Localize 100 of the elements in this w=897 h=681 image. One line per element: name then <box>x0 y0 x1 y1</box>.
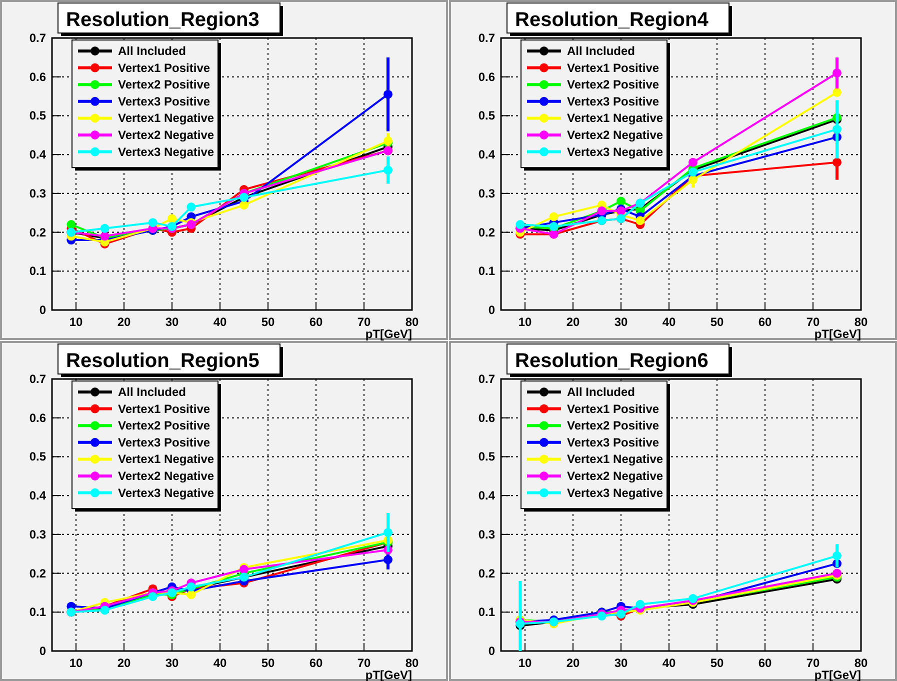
y-tick-label: 0.5 <box>29 108 46 123</box>
point <box>832 551 842 560</box>
x-tick-label: 20 <box>566 656 580 670</box>
x-tick-label: 30 <box>165 656 179 670</box>
point <box>100 224 110 233</box>
legend-label: Vertex3 Positive <box>118 435 210 450</box>
legend-label: Vertex2 Negative <box>118 128 214 142</box>
x-axis-title: pT[GeV] <box>365 327 412 341</box>
chart-title: Resolution_Region5 <box>66 350 260 372</box>
y-tick-label: 0.7 <box>29 31 46 45</box>
y-tick-label: 0.3 <box>478 527 496 542</box>
legend-label: Vertex2 Positive <box>567 418 660 433</box>
legend-label: All Included <box>567 44 636 58</box>
y-tick-label: 0.1 <box>29 264 46 278</box>
legend-label: All Included <box>118 44 186 58</box>
x-tick-label: 60 <box>309 315 323 329</box>
y-tick-label: 0.3 <box>29 527 46 542</box>
x-tick-label: 50 <box>261 656 275 670</box>
x-tick-label: 80 <box>405 315 419 329</box>
y-tick-label: 0.4 <box>478 148 496 162</box>
legend-label: Vertex3 Negative <box>118 486 214 500</box>
legend-label: Vertex1 Negative <box>118 452 214 466</box>
x-tick-label: 70 <box>357 315 371 329</box>
x-tick-label: 10 <box>69 656 83 670</box>
x-tick-label: 30 <box>614 315 628 329</box>
point <box>186 202 196 212</box>
legend-label: Vertex2 Positive <box>567 78 660 92</box>
legend-label: Vertex3 Positive <box>567 435 660 450</box>
x-tick-label: 30 <box>165 315 179 329</box>
point <box>616 196 626 206</box>
y-tick-label: 0.7 <box>29 372 46 386</box>
y-tick-label: 0.2 <box>478 225 496 240</box>
x-tick-label: 20 <box>117 315 131 329</box>
point <box>186 590 196 600</box>
y-tick-label: 0.2 <box>478 566 496 580</box>
legend-label: Vertex1 Positive <box>118 402 210 416</box>
x-tick-label: 40 <box>213 656 227 670</box>
y-tick-label: 0.7 <box>478 31 496 45</box>
chart-title: Resolution_Region6 <box>515 350 708 372</box>
legend-label: Vertex3 Negative <box>118 144 214 159</box>
point <box>832 88 842 97</box>
point <box>148 218 158 228</box>
legend-label: Vertex3 Negative <box>567 144 664 159</box>
y-tick-label: 0.4 <box>29 488 46 503</box>
x-tick-label: 40 <box>213 315 227 329</box>
y-tick-label: 0.6 <box>478 70 496 84</box>
y-tick-label: 0.6 <box>29 70 46 84</box>
point <box>636 216 645 226</box>
y-tick-label: 0.1 <box>29 605 46 620</box>
x-tick-label: 20 <box>566 315 580 329</box>
point <box>636 600 645 609</box>
y-tick-label: 0.3 <box>478 186 496 200</box>
x-tick-label: 70 <box>806 656 820 670</box>
legend-label: Vertex1 Positive <box>118 60 210 75</box>
x-tick-label: 40 <box>662 315 676 329</box>
y-tick-label: 0.3 <box>29 186 46 200</box>
y-tick-label: 0.1 <box>478 605 496 620</box>
x-tick-label: 40 <box>662 656 676 670</box>
y-tick-label: 0.5 <box>478 108 496 123</box>
legend-label: Vertex2 Negative <box>118 469 214 483</box>
chart-title: Resolution_Region3 <box>66 9 260 31</box>
y-tick-label: 0.4 <box>29 148 46 162</box>
x-tick-label: 10 <box>518 315 532 329</box>
legend-label: Vertex2 Positive <box>118 418 210 433</box>
point <box>384 90 392 99</box>
point <box>688 175 698 184</box>
point <box>832 68 842 78</box>
x-tick-label: 10 <box>518 656 532 670</box>
point <box>549 212 558 222</box>
legend-label: Vertex3 Positive <box>118 94 210 108</box>
y-tick-label: 0.5 <box>478 450 496 464</box>
x-tick-label: 60 <box>758 315 772 329</box>
y-tick-label: 0.1 <box>478 264 496 278</box>
y-tick-label: 0.6 <box>478 410 496 425</box>
point <box>384 555 392 564</box>
x-tick-label: 80 <box>854 315 868 329</box>
point <box>832 158 842 167</box>
point <box>688 158 698 167</box>
point <box>384 528 392 537</box>
x-tick-label: 80 <box>405 656 419 670</box>
y-tick-label: 0 <box>39 303 46 317</box>
legend-label: Vertex2 Negative <box>567 128 664 142</box>
point <box>384 166 392 175</box>
legend-label: Vertex3 Positive <box>567 94 660 108</box>
y-tick-label: 0.6 <box>29 410 46 425</box>
y-tick-label: 0.2 <box>29 566 46 580</box>
x-tick-label: 50 <box>710 656 724 670</box>
x-tick-label: 60 <box>758 656 772 670</box>
legend-label: Vertex1 Negative <box>567 111 664 126</box>
x-tick-label: 70 <box>806 315 820 329</box>
legend-label: Vertex3 Negative <box>567 486 664 500</box>
point <box>168 214 176 224</box>
y-tick-label: 0.5 <box>29 450 46 464</box>
legend-label: Vertex2 Positive <box>118 78 210 92</box>
x-tick-label: 20 <box>117 656 131 670</box>
x-tick-label: 60 <box>309 656 323 670</box>
point <box>832 124 842 134</box>
x-tick-label: 10 <box>69 315 83 329</box>
y-tick-label: 0.4 <box>478 488 496 503</box>
y-tick-label: 0 <box>488 303 496 317</box>
